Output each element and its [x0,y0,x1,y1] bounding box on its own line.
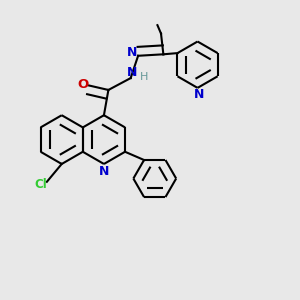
Text: H: H [140,72,148,82]
Text: N: N [194,88,204,101]
Text: Cl: Cl [34,178,47,191]
Text: N: N [127,66,137,79]
Text: N: N [126,46,137,59]
Text: O: O [77,77,89,91]
Text: N: N [99,165,109,178]
